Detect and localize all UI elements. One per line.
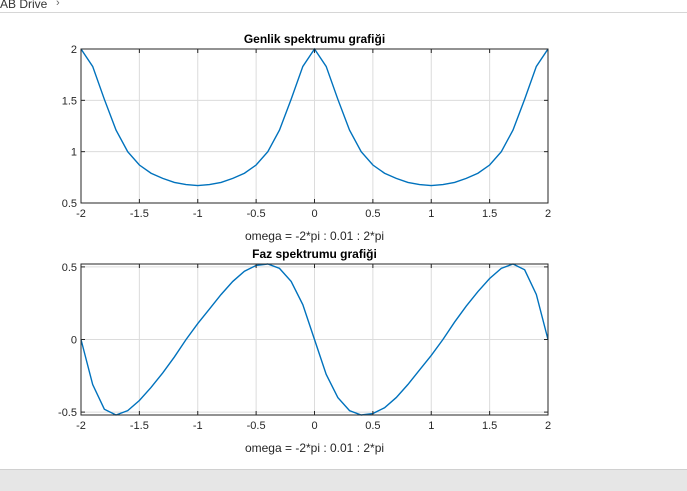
x-tick-label: -1 bbox=[193, 420, 203, 432]
plot-2: -2 -1.5 -1 -0.5 0 0.5 1 1.5 2 -0.5 0 0.5 Faz spektru… bbox=[58, 247, 551, 455]
x-tick-label: 1.5 bbox=[482, 208, 497, 220]
x-tick-label: -1 bbox=[193, 208, 203, 220]
figure-canvas: -2 -1.5 -1 -0.5 0 0.5 1 1.5 2 0.5 1 1.5 2 Genlik spek… bbox=[58, 32, 551, 455]
x-tick-label: 2 bbox=[545, 420, 551, 432]
x-axis-label: omega = -2*pi : 0.01 : 2*pi bbox=[245, 441, 384, 455]
y-tick-label: 1 bbox=[71, 147, 77, 159]
plot-1: -2 -1.5 -1 -0.5 0 0.5 1 1.5 2 0.5 1 1.5 2 Genlik spek… bbox=[62, 32, 551, 243]
x-tick-label: 1 bbox=[428, 208, 434, 220]
x-tick-label: -2 bbox=[76, 420, 86, 432]
x-tick-label: 0.5 bbox=[365, 420, 380, 432]
x-tick-label: 1 bbox=[428, 420, 434, 432]
chart-title: Genlik spektrumu grafiği bbox=[244, 32, 385, 46]
x-tick-label: 0.5 bbox=[365, 208, 380, 220]
y-tick-label: 2 bbox=[71, 44, 77, 56]
series-line bbox=[80, 263, 549, 416]
chart-title: Faz spektrumu grafiği bbox=[252, 247, 377, 261]
y-tick-label: 1.5 bbox=[62, 95, 77, 107]
x-tick-label: 1.5 bbox=[482, 420, 497, 432]
x-tick-label: 2 bbox=[545, 208, 551, 220]
x-axis-label: omega = -2*pi : 0.01 : 2*pi bbox=[245, 229, 384, 243]
chevron-right-icon[interactable]: › bbox=[56, 0, 60, 9]
y-tick-label: -0.5 bbox=[58, 407, 77, 419]
y-tick-label: 0.5 bbox=[62, 198, 77, 210]
x-tick-label: 0 bbox=[311, 420, 317, 432]
y-tick-label: 0 bbox=[71, 335, 77, 347]
x-tick-label: 0 bbox=[311, 208, 317, 220]
x-tick-label: -2 bbox=[76, 208, 86, 220]
y-tick-label: 0.5 bbox=[62, 262, 77, 274]
top-toolbar: AB Drive › bbox=[0, 0, 687, 13]
x-tick-label: -0.5 bbox=[247, 420, 266, 432]
x-tick-label: -1.5 bbox=[130, 208, 149, 220]
x-tick-label: -0.5 bbox=[247, 208, 266, 220]
breadcrumb[interactable]: AB Drive bbox=[0, 0, 48, 11]
status-bar bbox=[0, 469, 687, 491]
x-tick-label: -1.5 bbox=[130, 420, 149, 432]
